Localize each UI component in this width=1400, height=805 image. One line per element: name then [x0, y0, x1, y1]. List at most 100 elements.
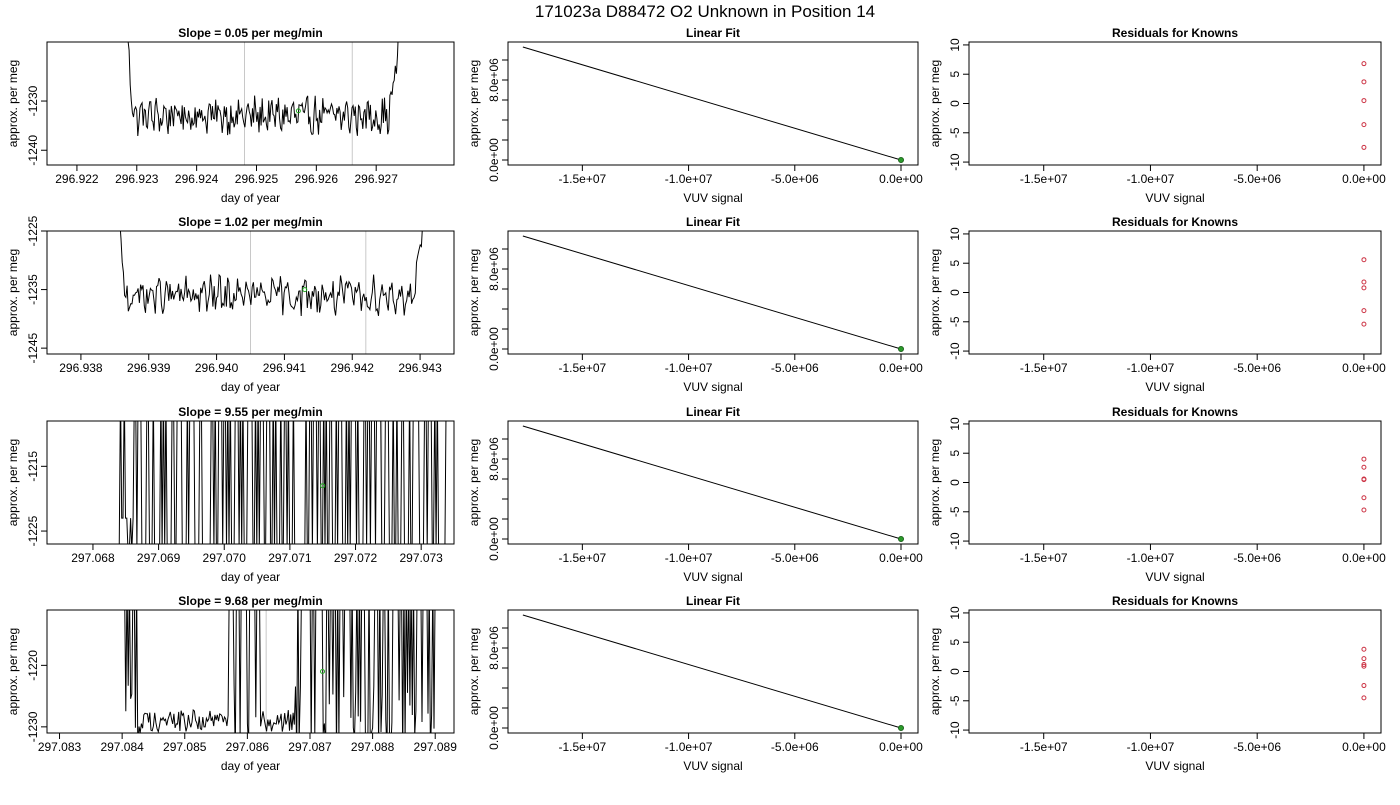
- residual-point: [1361, 257, 1367, 263]
- x-tick-label: 297.068: [71, 551, 115, 565]
- plot-frame: [968, 230, 1382, 355]
- panel-time-series-2: Slope = 9.55 per meg/min 297.068 297.069 29…: [6, 405, 455, 584]
- x-tick-label: 297.069: [137, 551, 181, 565]
- x-tick-label: -5.0e+06: [1233, 361, 1281, 375]
- x-tick-label: 297.089: [414, 740, 458, 754]
- plot-frame: [507, 420, 919, 545]
- unknown-marker: [302, 287, 308, 293]
- plot-frame: [46, 230, 455, 355]
- plot-area: [119, 231, 423, 354]
- x-tick-label: 0.0e+00: [879, 172, 923, 186]
- panel-title: Residuals for Knowns: [1112, 594, 1238, 608]
- x-tick-label: 296.943: [398, 361, 442, 375]
- y-tick-label: 0: [948, 289, 962, 296]
- panel-time-series-3: Slope = 9.68 per meg/min 297.083 297.084 29…: [6, 594, 458, 773]
- x-tick-label: -5.0e+06: [1233, 740, 1281, 754]
- x-tick-label: 296.939: [127, 361, 171, 375]
- fit-point: [898, 345, 905, 352]
- unknown-marker: [320, 483, 326, 489]
- panel-title: Linear Fit: [686, 215, 740, 229]
- y-tick-label: 5: [948, 260, 962, 267]
- x-tick-label: 297.071: [268, 551, 312, 565]
- panel-title: Linear Fit: [686, 405, 740, 419]
- unknown-marker: [295, 108, 301, 114]
- x-tick-label: -5.0e+06: [1233, 551, 1281, 565]
- x-tick-label: 296.923: [115, 172, 159, 186]
- plot-frame: [968, 609, 1382, 734]
- y-tick-label: 5: [948, 450, 962, 457]
- x-tick-label: 296.927: [354, 172, 398, 186]
- plot-area: [1361, 257, 1367, 327]
- x-tick-label: 0.0e+00: [1342, 740, 1386, 754]
- y-tick-label: 0.0e+00: [487, 138, 501, 182]
- y-tick-label: -1225: [26, 515, 40, 546]
- y-tick-label: 5: [948, 71, 962, 78]
- fit-line: [522, 614, 902, 729]
- y-tick-label: 8.0e+06: [487, 437, 501, 481]
- residual-point: [1361, 507, 1367, 513]
- y-tick-label: -5: [948, 695, 962, 706]
- residual-point: [1361, 663, 1367, 669]
- x-axis-label: VUV signal: [683, 759, 742, 773]
- x-tick-label: -5.0e+06: [771, 361, 819, 375]
- fit-line: [522, 425, 902, 540]
- y-tick-label: -1240: [26, 135, 40, 166]
- x-tick-label: 296.925: [235, 172, 279, 186]
- plot-area: [522, 46, 905, 163]
- residual-point: [1361, 321, 1367, 327]
- y-axis-label: approx. per meg: [467, 249, 481, 336]
- residual-point: [1361, 646, 1367, 652]
- plot-area: [118, 421, 447, 544]
- plot-frame: [507, 230, 919, 355]
- x-tick-label: 296.924: [175, 172, 219, 186]
- x-tick-label: 297.085: [163, 740, 207, 754]
- x-tick-label: -1.5e+07: [558, 361, 606, 375]
- x-tick-label: 297.072: [334, 551, 378, 565]
- x-tick-label: -1.5e+07: [1020, 361, 1068, 375]
- panels: Slope = 0.05 per meg/min 296.922 296.923 29…: [6, 26, 1386, 773]
- x-tick-label: -5.0e+06: [771, 551, 819, 565]
- y-axis-label: approx. per meg: [928, 439, 942, 526]
- panel-title: Slope = 9.55 per meg/min: [178, 405, 322, 419]
- residual-point: [1361, 456, 1367, 462]
- residual-point: [1361, 144, 1367, 150]
- panel-title: Slope = 0.05 per meg/min: [178, 26, 322, 40]
- y-tick-label: -10: [948, 532, 962, 550]
- plot-area: [127, 42, 399, 165]
- y-tick-label: -5: [948, 316, 962, 327]
- y-tick-label: 8.0e+06: [487, 58, 501, 102]
- residual-point: [1361, 122, 1367, 128]
- y-tick-label: -1245: [26, 332, 40, 363]
- x-tick-label: -1.0e+07: [665, 172, 713, 186]
- figure-title: 171023a D88472 O2 Unknown in Position 14: [535, 2, 875, 21]
- x-axis-label: day of year: [221, 191, 280, 205]
- plot-frame: [507, 609, 919, 734]
- panel-residuals-1: Residuals for Knowns -1.5e+07 -1.0e+07 -5.0…: [928, 215, 1386, 394]
- residual-point: [1361, 79, 1367, 85]
- y-axis-label: approx. per meg: [467, 628, 481, 715]
- x-tick-label: 297.070: [203, 551, 247, 565]
- y-axis-label: approx. per meg: [6, 628, 20, 715]
- x-tick-label: 0.0e+00: [1342, 361, 1386, 375]
- y-axis-label: approx. per meg: [928, 60, 942, 147]
- plot-frame: [46, 420, 455, 545]
- x-axis-label: VUV signal: [1145, 570, 1204, 584]
- x-tick-label: -1.5e+07: [558, 172, 606, 186]
- y-tick-label: 5: [948, 639, 962, 646]
- x-axis-label: day of year: [221, 570, 280, 584]
- y-tick-label: 8.0e+06: [487, 626, 501, 670]
- plot-frame: [46, 609, 455, 734]
- x-axis-label: VUV signal: [1145, 191, 1204, 205]
- plot-area: [522, 425, 905, 543]
- y-tick-label: -1230: [26, 711, 40, 742]
- x-axis-label: day of year: [221, 380, 280, 394]
- x-tick-label: 0.0e+00: [1342, 551, 1386, 565]
- y-tick-label: 8.0e+06: [487, 247, 501, 291]
- x-tick-label: -1.0e+07: [1127, 172, 1175, 186]
- plot-area: [1361, 456, 1367, 513]
- x-tick-label: -1.0e+07: [1127, 551, 1175, 565]
- panel-title: Slope = 9.68 per meg/min: [178, 594, 322, 608]
- x-tick-label: -5.0e+06: [771, 740, 819, 754]
- x-tick-label: -5.0e+06: [1233, 172, 1281, 186]
